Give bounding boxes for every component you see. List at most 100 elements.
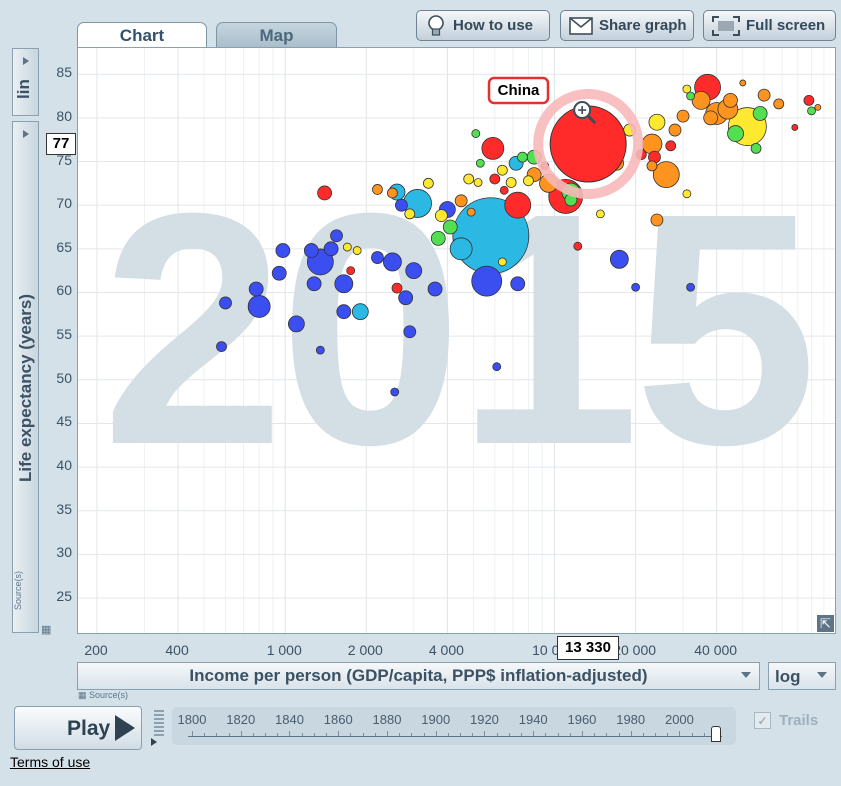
country-bubble <box>471 265 503 297</box>
country-bubble <box>442 219 458 235</box>
resize-icon[interactable]: ⇱ <box>817 615 834 632</box>
chevron-down-icon <box>741 672 751 678</box>
country-bubble <box>739 79 747 87</box>
timeline-tick <box>472 733 474 736</box>
country-bubble <box>814 103 822 111</box>
timeline-tick <box>460 733 462 736</box>
timeline-tick <box>618 733 620 736</box>
timeline-tick <box>411 733 413 736</box>
x-scale-select[interactable]: log <box>768 662 836 690</box>
timeline-tick <box>326 733 328 736</box>
country-bubble <box>648 113 666 131</box>
trails-toggle[interactable]: ✓ Trails <box>754 712 818 729</box>
timeline-tick <box>679 731 681 736</box>
china-label: China <box>498 82 540 99</box>
share-graph-button[interactable]: Share graph <box>560 10 694 41</box>
y-tick-label: 40 <box>56 457 72 474</box>
timeline-year-label: 1880 <box>372 712 402 727</box>
country-bubble <box>398 290 414 306</box>
country-bubble <box>303 243 319 258</box>
country-bubble <box>216 341 227 353</box>
timeline-year-label: 1800 <box>177 712 207 727</box>
table-icon[interactable]: ▦ <box>41 624 52 636</box>
country-bubble <box>247 295 271 318</box>
y-tick-label: 60 <box>56 282 72 299</box>
y-tick-label: 85 <box>56 64 72 81</box>
timeline-tick <box>521 733 523 736</box>
y-tick-label: 80 <box>56 107 72 124</box>
timeline-tick <box>265 733 267 736</box>
share-graph-label: Share graph <box>599 17 687 34</box>
timeline-tick <box>508 733 510 736</box>
lightbulb-icon <box>428 14 444 36</box>
zoom-plus <box>578 106 587 115</box>
timeline-tick <box>252 733 254 736</box>
terms-of-use-link[interactable]: Terms of use <box>10 754 91 770</box>
country-bubble <box>481 137 505 160</box>
y-source-link[interactable]: Source(s) <box>13 570 23 610</box>
x-tick-label: 400 <box>165 642 189 658</box>
x-source-label: Source(s) <box>89 690 129 700</box>
country-bubble <box>404 208 416 220</box>
country-bubble <box>371 251 384 264</box>
speed-slider[interactable] <box>151 708 165 746</box>
country-bubble <box>372 184 383 195</box>
country-bubble <box>596 209 605 219</box>
country-bubble <box>807 106 816 116</box>
country-bubble <box>510 276 526 292</box>
timeline-tick <box>569 733 571 736</box>
timeline-handle[interactable] <box>711 726 721 742</box>
timeline-tick <box>192 731 193 736</box>
country-bubble <box>773 98 785 110</box>
play-button[interactable]: Play <box>14 706 142 750</box>
country-bubble <box>668 123 682 137</box>
how-to-use-button[interactable]: How to use <box>416 10 550 41</box>
timeline-tick <box>581 731 583 736</box>
timeline-tick <box>691 733 693 736</box>
y-axis-selector[interactable]: Life expectancy (years) Source(s) <box>12 121 39 633</box>
timeline-track[interactable] <box>172 707 736 745</box>
country-bubble <box>342 242 352 252</box>
trails-label: Trails <box>779 712 819 729</box>
x-axis-selector[interactable]: Income per person (GDP/capita, PPP$ infl… <box>77 662 760 690</box>
x-tick-label: 20 000 <box>613 642 657 658</box>
x-tick-label: 4 000 <box>428 642 464 658</box>
country-bubble <box>475 158 485 168</box>
country-bubble <box>686 91 695 101</box>
timeline-tick <box>386 731 388 736</box>
country-bubble <box>631 282 641 292</box>
trails-checkbox[interactable]: ✓ <box>754 712 771 729</box>
country-bubble <box>682 189 692 199</box>
full-screen-button[interactable]: Full screen <box>703 10 836 41</box>
timeline-year-label: 1840 <box>275 712 304 727</box>
tab-chart[interactable]: Chart <box>77 22 207 48</box>
y-tick-label: 30 <box>56 544 72 561</box>
country-bubble <box>609 249 629 269</box>
timeline-tick <box>399 733 401 736</box>
y-scale-toggle[interactable]: lin <box>12 48 39 116</box>
timeline-tick <box>362 733 364 736</box>
timeline-tick <box>667 733 669 736</box>
x-tick-label: 200 <box>84 642 108 658</box>
timeline-tick <box>435 731 437 736</box>
country-bubble <box>330 229 343 243</box>
china-label-box <box>487 76 550 105</box>
country-bubble <box>497 257 507 267</box>
timeline-tick <box>204 733 206 736</box>
x-scale-label: log <box>775 667 801 686</box>
country-bubble <box>395 198 408 212</box>
tab-map[interactable]: Map <box>216 22 337 48</box>
timeline-tick <box>289 731 291 736</box>
country-bubble <box>750 143 762 154</box>
country-bubble <box>463 173 475 185</box>
y-tick-label: 35 <box>56 500 72 517</box>
grid <box>78 48 835 633</box>
timeline-tick <box>533 731 535 736</box>
y-tick-labels: 25 30 35 40 45 50 55 60 65 70 75 80 85 <box>40 47 77 634</box>
y-tick-label: 75 <box>56 151 72 168</box>
x-source-link[interactable]: ▦ Source(s) <box>78 690 129 700</box>
timeline-year-label: 1900 <box>421 712 451 727</box>
country-bubble <box>449 237 473 261</box>
y-axis-title: Life expectancy (years) <box>16 293 35 482</box>
